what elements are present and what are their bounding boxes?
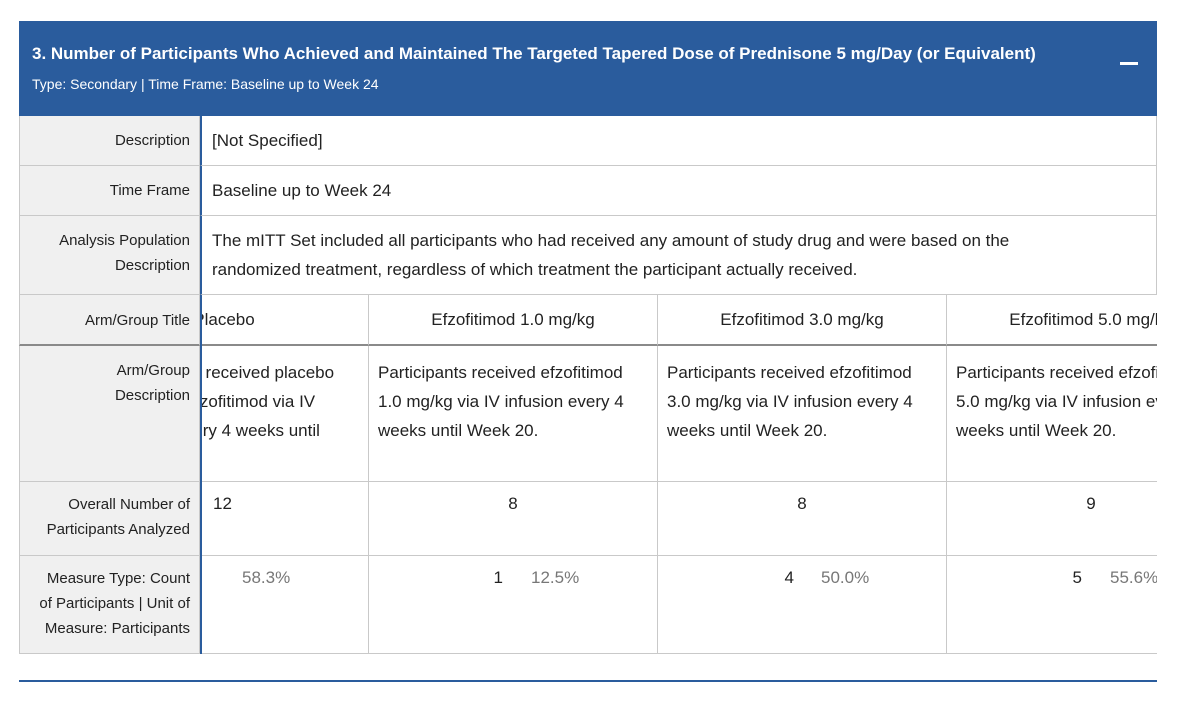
measure-type-label-line: of Participants | Unit of (39, 595, 190, 612)
arms-table: Arm/Group Title Arm/Group Description Ov… (19, 295, 1157, 654)
description-value: [Not Specified] (200, 116, 1157, 166)
description-label: Description (19, 116, 200, 166)
participant-count: 1 (493, 568, 503, 587)
analyzed-count: 8 (369, 482, 658, 556)
arm-description-line: infusion every 4 weeks until (202, 421, 320, 440)
arms-scroll-area[interactable]: Placebo Participants received placebo ma… (200, 295, 1157, 654)
analyzed-count: 8 (658, 482, 947, 556)
arm-description-line: weeks until Week 20. (667, 421, 828, 440)
participant-percent: 55.6% (1110, 568, 1157, 587)
time-frame-row: Time Frame Baseline up to Week 24 (19, 166, 1157, 216)
analyzed-count: 9 (947, 482, 1157, 556)
arm-description-line: weeks until Week 20. (378, 421, 539, 440)
measure-value: 7 58.3% (202, 556, 369, 654)
description-row: Description [Not Specified] (19, 116, 1157, 166)
participant-percent: 58.3% (242, 568, 291, 587)
measure-value: 5 55.6% (947, 556, 1157, 654)
arm-description-label: Arm/Group Description (19, 346, 200, 482)
arm-description: Participants received efzofitimod 3.0 mg… (658, 346, 947, 482)
arm-description-line: Participants received efzofitimod (667, 363, 912, 382)
measure-type-label-line: Measure Type: Count (46, 570, 190, 587)
arm-description-line: Participants received efzofitimod (378, 363, 623, 382)
analysis-population-label: Analysis Population Description (19, 216, 200, 295)
overall-analyzed-label-line: Overall Number of (68, 496, 190, 513)
arm-column-efzofitimod-3: Efzofitimod 3.0 mg/kg Participants recei… (658, 295, 947, 654)
time-frame-label: Time Frame (19, 166, 200, 216)
analysis-population-line: The mITT Set included all participants w… (212, 231, 1010, 250)
analysis-population-label-line: Description (114, 257, 190, 274)
arm-column-efzofitimod-5: Efzofitimod 5.0 mg/kg Participants recei… (947, 295, 1157, 654)
outcome-header[interactable]: 3. Number of Participants Who Achieved a… (19, 21, 1157, 116)
analysis-population-value: The mITT Set included all participants w… (200, 216, 1157, 295)
arm-description-line: weeks until Week 20. (956, 421, 1117, 440)
measure-type-label: Measure Type: Count of Participants | Un… (19, 556, 200, 654)
outcome-subtitle: Type: Secondary | Time Frame: Baseline u… (32, 76, 379, 92)
overall-analyzed-label-line: Participants Analyzed (46, 521, 190, 538)
arm-column-placebo: Placebo Participants received placebo ma… (200, 295, 369, 654)
outcome-title: 3. Number of Participants Who Achieved a… (32, 44, 1036, 63)
section-divider (19, 680, 1157, 682)
measure-value: 1 12.5% (369, 556, 658, 654)
arm-description-line: Participants received placebo (202, 363, 335, 382)
arm-column-efzofitimod-1: Efzofitimod 1.0 mg/kg Participants recei… (369, 295, 658, 654)
analysis-population-line: randomized treatment, regardless of whic… (212, 260, 858, 279)
analyzed-count: 12 (202, 482, 369, 556)
arm-description: Participants received efzofitimod 5.0 mg… (947, 346, 1157, 482)
arm-title: Placebo (202, 295, 369, 346)
analysis-population-label-line: Analysis Population (59, 232, 190, 249)
participant-percent: 12.5% (531, 568, 580, 587)
arm-description-line: Participants received efzofitimod (956, 363, 1157, 382)
arm-description-line: 5.0 mg/kg via IV infusion every 4 (956, 392, 1157, 411)
arm-description: Participants received efzofitimod 1.0 mg… (369, 346, 658, 482)
time-frame-value: Baseline up to Week 24 (200, 166, 1157, 216)
arm-title: Efzofitimod 3.0 mg/kg (658, 295, 947, 346)
participant-percent: 50.0% (821, 568, 870, 587)
arm-description-line: matching efzofitimod via IV (200, 392, 316, 411)
participant-count: 4 (784, 568, 794, 587)
arm-description-line: 1.0 mg/kg via IV infusion every 4 (378, 392, 624, 411)
arm-description-label-line: Description (114, 387, 190, 404)
arm-title: Efzofitimod 1.0 mg/kg (369, 295, 658, 346)
measure-type-label-line: Measure: Participants (44, 620, 190, 637)
arm-description: Participants received placebo matching e… (200, 346, 369, 482)
analysis-population-row: Analysis Population Description The mITT… (19, 216, 1157, 295)
arm-title-label: Arm/Group Title (19, 295, 200, 346)
measure-value: 4 50.0% (658, 556, 947, 654)
participant-count: 5 (1072, 568, 1082, 587)
arm-description-line: 3.0 mg/kg via IV infusion every 4 (667, 392, 913, 411)
overall-analyzed-label: Overall Number of Participants Analyzed (19, 482, 200, 556)
minus-icon[interactable] (1120, 62, 1138, 65)
arm-description-label-line: Arm/Group (116, 362, 190, 379)
arm-title: Efzofitimod 5.0 mg/kg (947, 295, 1157, 346)
